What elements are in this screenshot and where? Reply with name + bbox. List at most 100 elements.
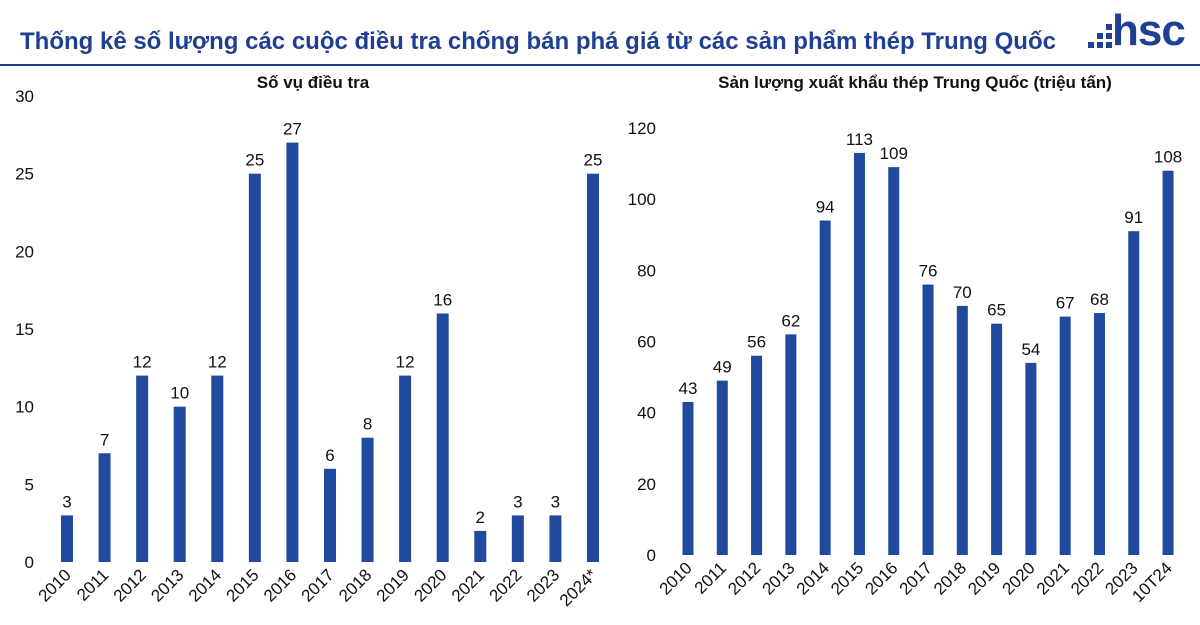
x-tick-label: 2017 xyxy=(896,558,936,598)
bar xyxy=(248,173,261,562)
bar xyxy=(682,401,694,555)
x-tick-label: 2011 xyxy=(691,558,730,597)
y-tick-label: 15 xyxy=(15,320,34,339)
bar xyxy=(785,334,797,555)
data-label: 16 xyxy=(433,290,452,309)
logo-text: hsc xyxy=(1112,6,1186,55)
x-tick-label: 2022 xyxy=(1067,558,1107,598)
x-tick-label: 2012 xyxy=(724,558,764,598)
x-tick-label: 2018 xyxy=(930,558,970,598)
x-tick-label: 2019 xyxy=(964,558,1004,598)
bar xyxy=(716,380,728,555)
data-label: 2 xyxy=(476,508,485,527)
logo-dot xyxy=(1088,42,1094,48)
header-rule xyxy=(0,64,1200,66)
bar xyxy=(1059,316,1071,555)
data-label: 70 xyxy=(953,283,972,302)
bar xyxy=(853,152,865,556)
y-tick-label: 20 xyxy=(637,475,656,494)
bar xyxy=(511,515,524,562)
bar xyxy=(586,173,599,562)
data-label: 12 xyxy=(133,353,152,372)
x-tick-label: 2016 xyxy=(861,558,901,598)
bar xyxy=(61,515,73,562)
bar xyxy=(751,355,763,555)
bar xyxy=(399,375,412,562)
bar xyxy=(1025,362,1037,555)
bar xyxy=(173,406,186,562)
x-tick-label: 2010 xyxy=(656,558,696,598)
data-label: 113 xyxy=(846,130,873,149)
bar xyxy=(286,142,299,562)
data-label: 10 xyxy=(170,384,189,403)
bar xyxy=(888,167,900,555)
y-tick-label: 10 xyxy=(15,398,34,417)
data-label: 94 xyxy=(816,198,835,217)
data-label: 7 xyxy=(100,430,109,449)
y-tick-label: 25 xyxy=(15,165,34,184)
bar xyxy=(819,220,831,555)
bar xyxy=(474,530,487,562)
bar xyxy=(323,468,336,562)
bar xyxy=(361,437,374,562)
data-label: 108 xyxy=(1154,148,1182,167)
bar xyxy=(922,284,934,555)
x-tick-label: 2020 xyxy=(999,558,1039,598)
data-label: 25 xyxy=(584,151,603,170)
y-tick-label: 0 xyxy=(25,553,34,572)
data-label: 62 xyxy=(781,311,800,330)
y-tick-label: 80 xyxy=(637,261,656,280)
y-tick-label: 0 xyxy=(647,546,656,565)
data-label: 56 xyxy=(747,333,766,352)
data-label: 3 xyxy=(513,492,522,511)
x-tick-label: 2021 xyxy=(1033,558,1073,598)
data-label: 6 xyxy=(325,446,334,465)
chart-title: Sản lượng xuất khẩu thép Trung Quốc (tri… xyxy=(718,73,1112,92)
bar xyxy=(1093,313,1105,555)
bar xyxy=(991,323,1003,555)
x-tick-label: 2015 xyxy=(827,558,867,598)
hsc-logo: hsc xyxy=(1088,6,1194,56)
y-tick-label: 60 xyxy=(637,333,656,352)
bar xyxy=(436,313,449,562)
data-label: 76 xyxy=(919,262,938,281)
data-label: 91 xyxy=(1124,208,1143,227)
data-label: 8 xyxy=(363,415,372,434)
logo-dot xyxy=(1097,33,1103,39)
y-tick-label: 120 xyxy=(628,119,656,138)
data-label: 27 xyxy=(283,120,302,139)
y-tick-label: 100 xyxy=(628,190,656,209)
logo-dot xyxy=(1106,24,1112,30)
y-tick-label: 5 xyxy=(25,475,34,494)
logo-dot xyxy=(1106,33,1112,39)
data-label: 49 xyxy=(713,358,732,377)
bar xyxy=(211,375,224,562)
chart-title: Số vụ điều tra xyxy=(257,73,370,92)
x-tick-label: 10T24 xyxy=(1128,558,1176,606)
data-label: 3 xyxy=(62,492,71,511)
header: Thống kê số lượng các cuộc điều tra chốn… xyxy=(0,0,1200,60)
y-tick-label: 40 xyxy=(637,404,656,423)
bar xyxy=(1128,231,1140,556)
bar xyxy=(98,453,111,562)
data-label: 12 xyxy=(208,353,227,372)
bar xyxy=(1162,170,1174,555)
x-tick-label: 2013 xyxy=(759,558,799,598)
bar xyxy=(136,375,149,562)
data-label: 3 xyxy=(551,492,560,511)
y-tick-label: 30 xyxy=(15,87,34,106)
data-label: 109 xyxy=(880,144,908,163)
data-label: 25 xyxy=(245,151,264,170)
bar xyxy=(549,515,562,562)
page-title: Thống kê số lượng các cuộc điều tra chốn… xyxy=(20,28,1056,55)
data-label: 68 xyxy=(1090,290,1109,309)
data-label: 43 xyxy=(679,379,698,398)
data-label: 67 xyxy=(1056,294,1075,313)
y-tick-label: 20 xyxy=(15,242,34,261)
data-label: 65 xyxy=(987,301,1006,320)
bar xyxy=(956,305,968,555)
logo-dot xyxy=(1106,42,1112,48)
data-label: 12 xyxy=(396,353,415,372)
